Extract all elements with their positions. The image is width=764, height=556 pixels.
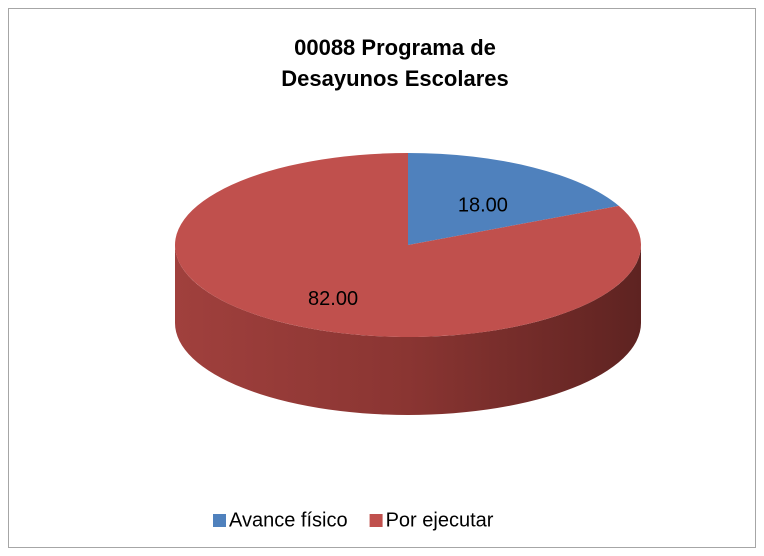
value-label: 18.00 [458, 195, 508, 217]
chart-title: Desayunos Escolares [281, 66, 508, 91]
pie-side [175, 245, 641, 415]
value-label: 82.00 [308, 288, 358, 310]
legend-label: Avance físico [229, 509, 348, 531]
pie-slice [408, 153, 619, 245]
legend-swatch [369, 514, 383, 527]
legend-label: Por ejecutar [386, 509, 494, 531]
chart-title: 00088 Programa de [294, 35, 496, 60]
legend-swatch [213, 514, 226, 527]
pie-slice [174, 153, 641, 337]
